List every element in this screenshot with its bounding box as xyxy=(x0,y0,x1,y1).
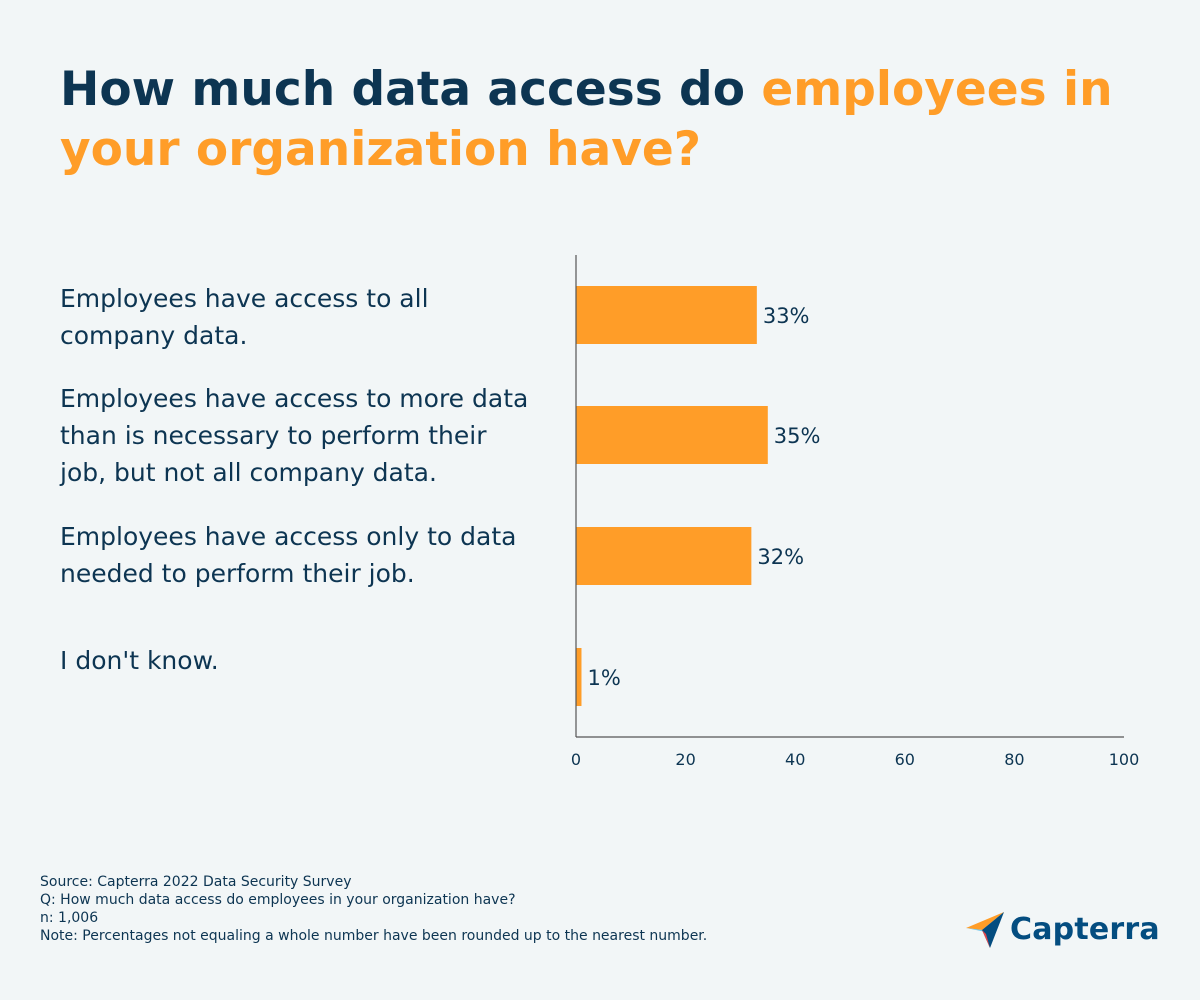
bar xyxy=(576,527,752,585)
footnote-source: Source: Capterra 2022 Data Security Surv… xyxy=(40,874,352,890)
category-label: Employees have access only to data neede… xyxy=(60,522,517,588)
data-label: 35% xyxy=(774,424,821,448)
category-label: I don't know. xyxy=(60,646,219,675)
x-tick-label: 100 xyxy=(1109,750,1140,769)
x-tick-label: 80 xyxy=(1004,750,1024,769)
bar xyxy=(576,648,582,706)
category-label: Employees have access to all company dat… xyxy=(60,284,429,350)
x-tick-label: 60 xyxy=(895,750,915,769)
footnote: Source: Capterra 2022 Data Security Surv… xyxy=(40,873,707,945)
footnote-sample-size: n: 1,006 xyxy=(40,910,99,926)
bar xyxy=(576,406,768,464)
footnote-question: Q: How much data access do employees in … xyxy=(40,892,516,908)
category-label: Employees have access to more data than … xyxy=(60,384,529,487)
data-label: 32% xyxy=(757,545,804,569)
chart-title: How much data access do employees in you… xyxy=(60,60,1140,180)
data-label: 1% xyxy=(587,666,620,690)
x-tick-label: 0 xyxy=(571,750,581,769)
capterra-logo: Capterra xyxy=(966,908,1160,950)
data-label: 33% xyxy=(763,304,810,328)
chart-title-accent: employees in your organization have? xyxy=(60,62,1113,177)
x-tick-label: 40 xyxy=(785,750,805,769)
x-tick-label: 20 xyxy=(675,750,695,769)
footnote-note: Note: Percentages not equaling a whole n… xyxy=(40,928,708,944)
capterra-wordmark: Capterra xyxy=(1010,911,1160,947)
bar xyxy=(576,286,757,344)
capterra-arrow-icon xyxy=(966,912,1004,948)
chart-title-part1: How much data access do xyxy=(60,62,762,117)
